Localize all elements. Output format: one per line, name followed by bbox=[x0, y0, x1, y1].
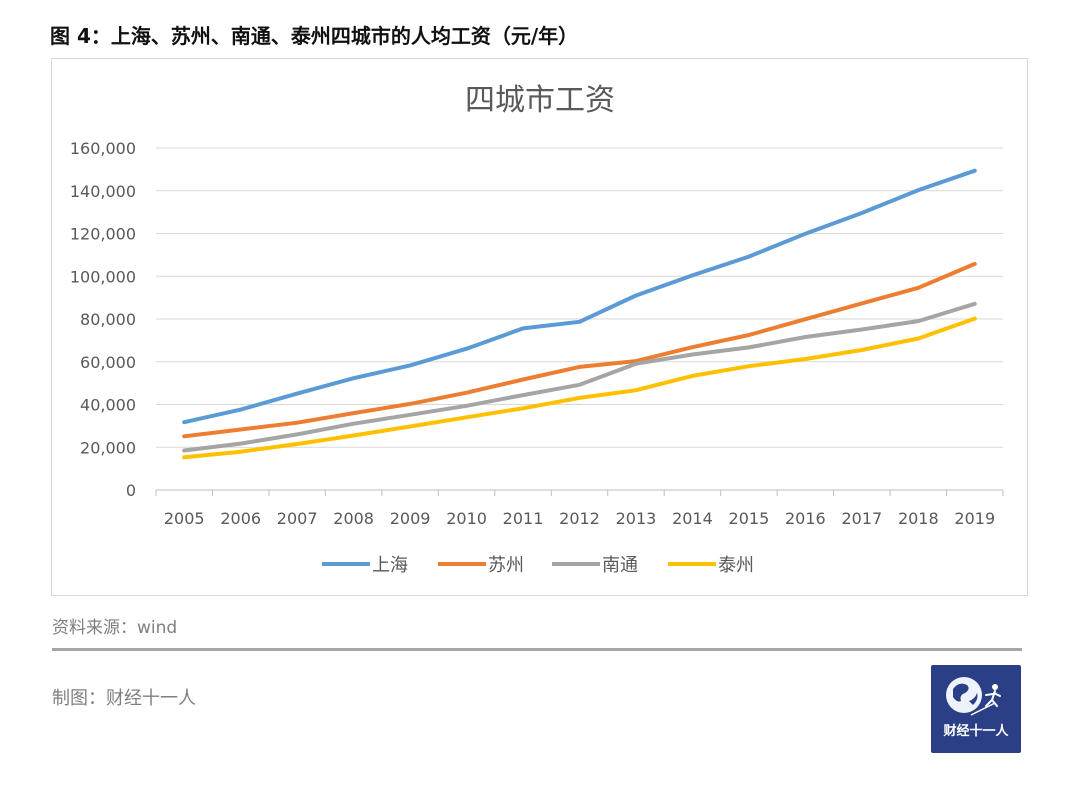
x-tick-label: 2015 bbox=[729, 509, 770, 528]
x-tick-label: 2019 bbox=[954, 509, 995, 528]
y-tick-label: 60,000 bbox=[80, 353, 136, 372]
legend-label-3: 泰州 bbox=[718, 555, 754, 576]
series-line-3 bbox=[182, 316, 977, 460]
series-lines bbox=[182, 168, 977, 460]
y-tick-label: 20,000 bbox=[80, 438, 136, 457]
y-tick-label: 0 bbox=[126, 481, 136, 500]
y-tick-label: 100,000 bbox=[70, 267, 136, 286]
line-chart: 四城市工资 0 20,000 40,000 60,000 80,000 100,000 12… bbox=[70, 83, 1004, 576]
figure-title: 图 4：上海、苏州、南通、泰州四城市的人均工资（元/年） bbox=[50, 24, 579, 48]
x-tick-label: 2016 bbox=[785, 509, 826, 528]
x-tick-label: 2014 bbox=[672, 509, 713, 528]
y-tick-label: 120,000 bbox=[70, 225, 136, 244]
y-tick-label: 80,000 bbox=[80, 310, 136, 329]
legend-label-1: 苏州 bbox=[488, 555, 524, 576]
brand-logo: 财经十一人 bbox=[931, 665, 1021, 753]
chart-title: 四城市工资 bbox=[465, 83, 615, 118]
x-tick-label: 2009 bbox=[390, 509, 431, 528]
x-tick-label: 2007 bbox=[277, 509, 318, 528]
series-line-1 bbox=[182, 261, 977, 439]
legend-label-0: 上海 bbox=[372, 555, 408, 576]
x-tick-label: 2012 bbox=[559, 509, 600, 528]
series-line-0 bbox=[182, 168, 977, 425]
x-tick-label: 2005 bbox=[164, 509, 205, 528]
logo-text: 财经十一人 bbox=[943, 724, 1009, 739]
source-note: 资料来源：wind bbox=[52, 618, 178, 638]
x-tick-label: 2008 bbox=[333, 509, 374, 528]
maker-credit: 制图：财经十一人 bbox=[52, 688, 196, 709]
y-tick-label: 140,000 bbox=[70, 182, 136, 201]
axes: 0 20,000 40,000 60,000 80,000 100,000 120,000 1… bbox=[70, 139, 1004, 528]
x-tick-label: 2013 bbox=[616, 509, 657, 528]
x-tick-label: 2018 bbox=[898, 509, 939, 528]
chart-frame: 四城市工资 0 20,000 40,000 60,000 80,000 100,000 12… bbox=[51, 58, 1028, 596]
series-line-2 bbox=[182, 301, 977, 453]
globe-runner-logo-icon bbox=[946, 677, 1001, 716]
divider-line bbox=[52, 648, 1022, 651]
x-tick-label: 2011 bbox=[503, 509, 544, 528]
legend-label-2: 南通 bbox=[602, 555, 638, 576]
y-tick-label: 40,000 bbox=[80, 396, 136, 415]
gridlines bbox=[156, 147, 1003, 448]
x-tick-label: 2017 bbox=[841, 509, 882, 528]
x-tick-label: 2010 bbox=[446, 509, 487, 528]
legend: 上海 苏州 南通 泰州 bbox=[322, 555, 754, 576]
x-tick-label: 2006 bbox=[220, 509, 261, 528]
y-tick-label: 160,000 bbox=[70, 139, 136, 158]
